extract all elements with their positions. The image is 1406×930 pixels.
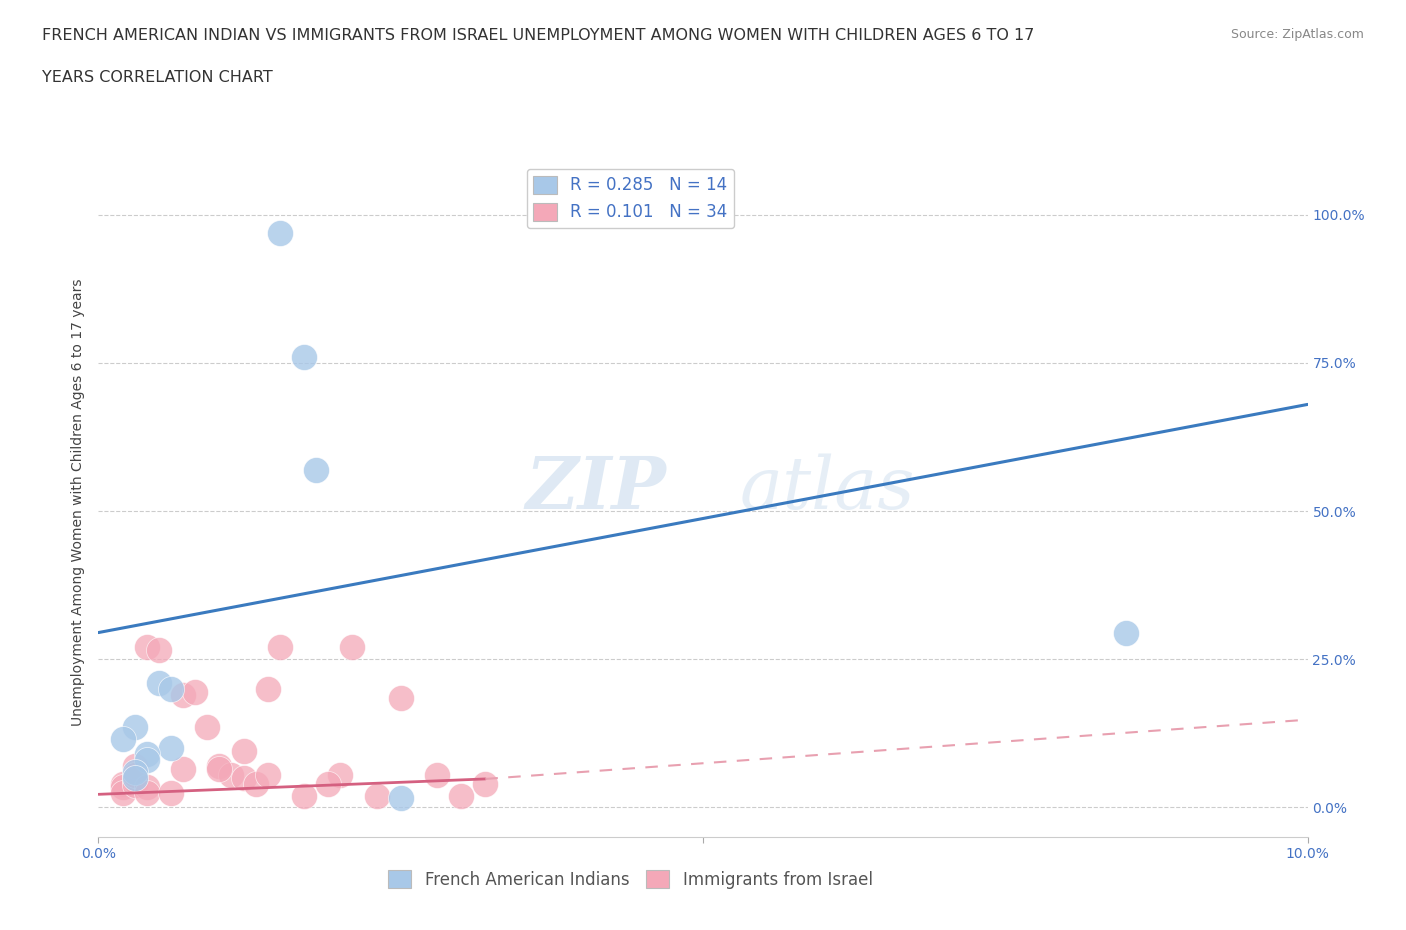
Point	[124, 770, 146, 785]
Text: atlas: atlas	[740, 454, 915, 525]
Point	[135, 779, 157, 794]
Point	[450, 788, 472, 803]
Point	[1115, 625, 1137, 640]
Point	[111, 777, 134, 791]
Y-axis label: Unemployment Among Women with Children Ages 6 to 17 years: Unemployment Among Women with Children A…	[72, 278, 86, 726]
Point	[232, 744, 254, 759]
Point	[366, 788, 388, 803]
Point	[256, 767, 278, 782]
Point	[426, 767, 449, 782]
Point	[148, 643, 170, 658]
Point	[232, 770, 254, 785]
Point	[389, 791, 412, 806]
Point	[221, 767, 243, 782]
Point	[135, 640, 157, 655]
Point	[160, 682, 183, 697]
Point	[135, 785, 157, 800]
Point	[342, 640, 364, 655]
Point	[160, 785, 183, 800]
Point	[208, 762, 231, 777]
Text: YEARS CORRELATION CHART: YEARS CORRELATION CHART	[42, 70, 273, 85]
Point	[269, 225, 291, 240]
Point	[124, 764, 146, 779]
Point	[256, 682, 278, 697]
Point	[111, 779, 134, 794]
Point	[269, 640, 291, 655]
Point	[245, 777, 267, 791]
Legend: French American Indians, Immigrants from Israel: French American Indians, Immigrants from…	[381, 864, 879, 896]
Point	[208, 759, 231, 774]
Point	[135, 747, 157, 762]
Text: Source: ZipAtlas.com: Source: ZipAtlas.com	[1230, 28, 1364, 41]
Text: ZIP: ZIP	[526, 453, 666, 525]
Point	[111, 732, 134, 747]
Point	[124, 720, 146, 735]
Point	[148, 675, 170, 690]
Point	[292, 788, 315, 803]
Point	[292, 350, 315, 365]
Point	[195, 720, 218, 735]
Point	[474, 777, 496, 791]
Point	[172, 687, 194, 702]
Point	[184, 684, 207, 699]
Point	[160, 740, 183, 755]
Point	[135, 752, 157, 767]
Point	[172, 762, 194, 777]
Point	[111, 785, 134, 800]
Point	[124, 767, 146, 782]
Point	[124, 777, 146, 792]
Point	[329, 767, 352, 782]
Point	[124, 759, 146, 774]
Point	[305, 462, 328, 477]
Point	[124, 773, 146, 788]
Point	[389, 690, 412, 705]
Point	[316, 777, 339, 791]
Text: FRENCH AMERICAN INDIAN VS IMMIGRANTS FROM ISRAEL UNEMPLOYMENT AMONG WOMEN WITH C: FRENCH AMERICAN INDIAN VS IMMIGRANTS FRO…	[42, 28, 1035, 43]
